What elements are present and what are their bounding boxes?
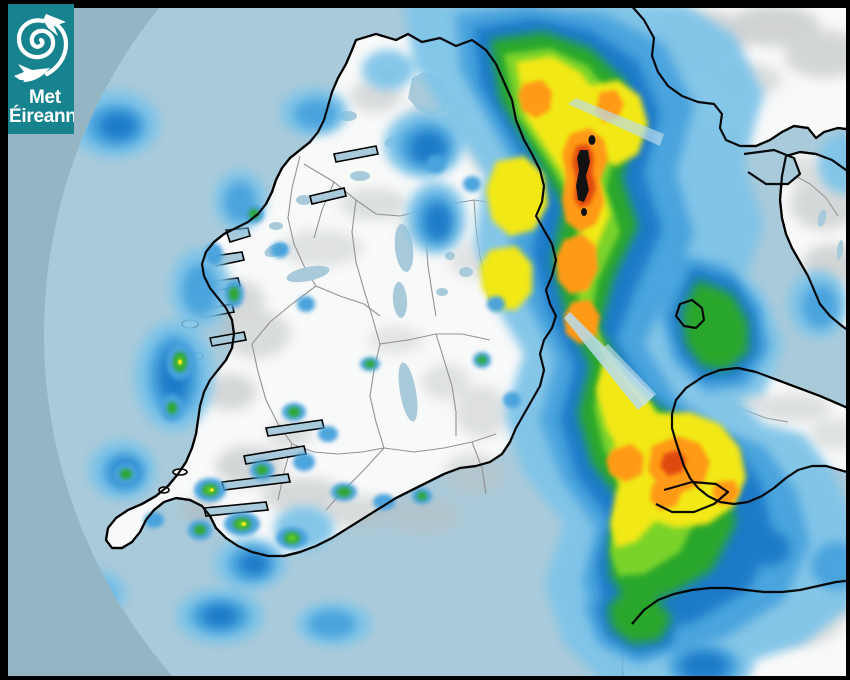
logo-line-met: Met <box>29 87 61 108</box>
radar-map-canvas[interactable] <box>4 4 846 676</box>
logo-line-eireann: Éireann <box>9 106 74 128</box>
precipitation-layer <box>66 4 846 676</box>
celtic-spiral-icon <box>10 8 72 90</box>
met-eireann-logo[interactable]: Met Éireann <box>8 4 74 134</box>
map-layers <box>4 4 846 676</box>
met-eireann-wordmark: Met Éireann <box>8 88 74 127</box>
radar-beam-blockage-artifact <box>564 98 664 410</box>
precip-showers-west <box>113 155 521 549</box>
coastline-overlay <box>104 4 846 625</box>
precip-very-heavy <box>518 80 740 510</box>
precip-extreme <box>576 135 596 216</box>
